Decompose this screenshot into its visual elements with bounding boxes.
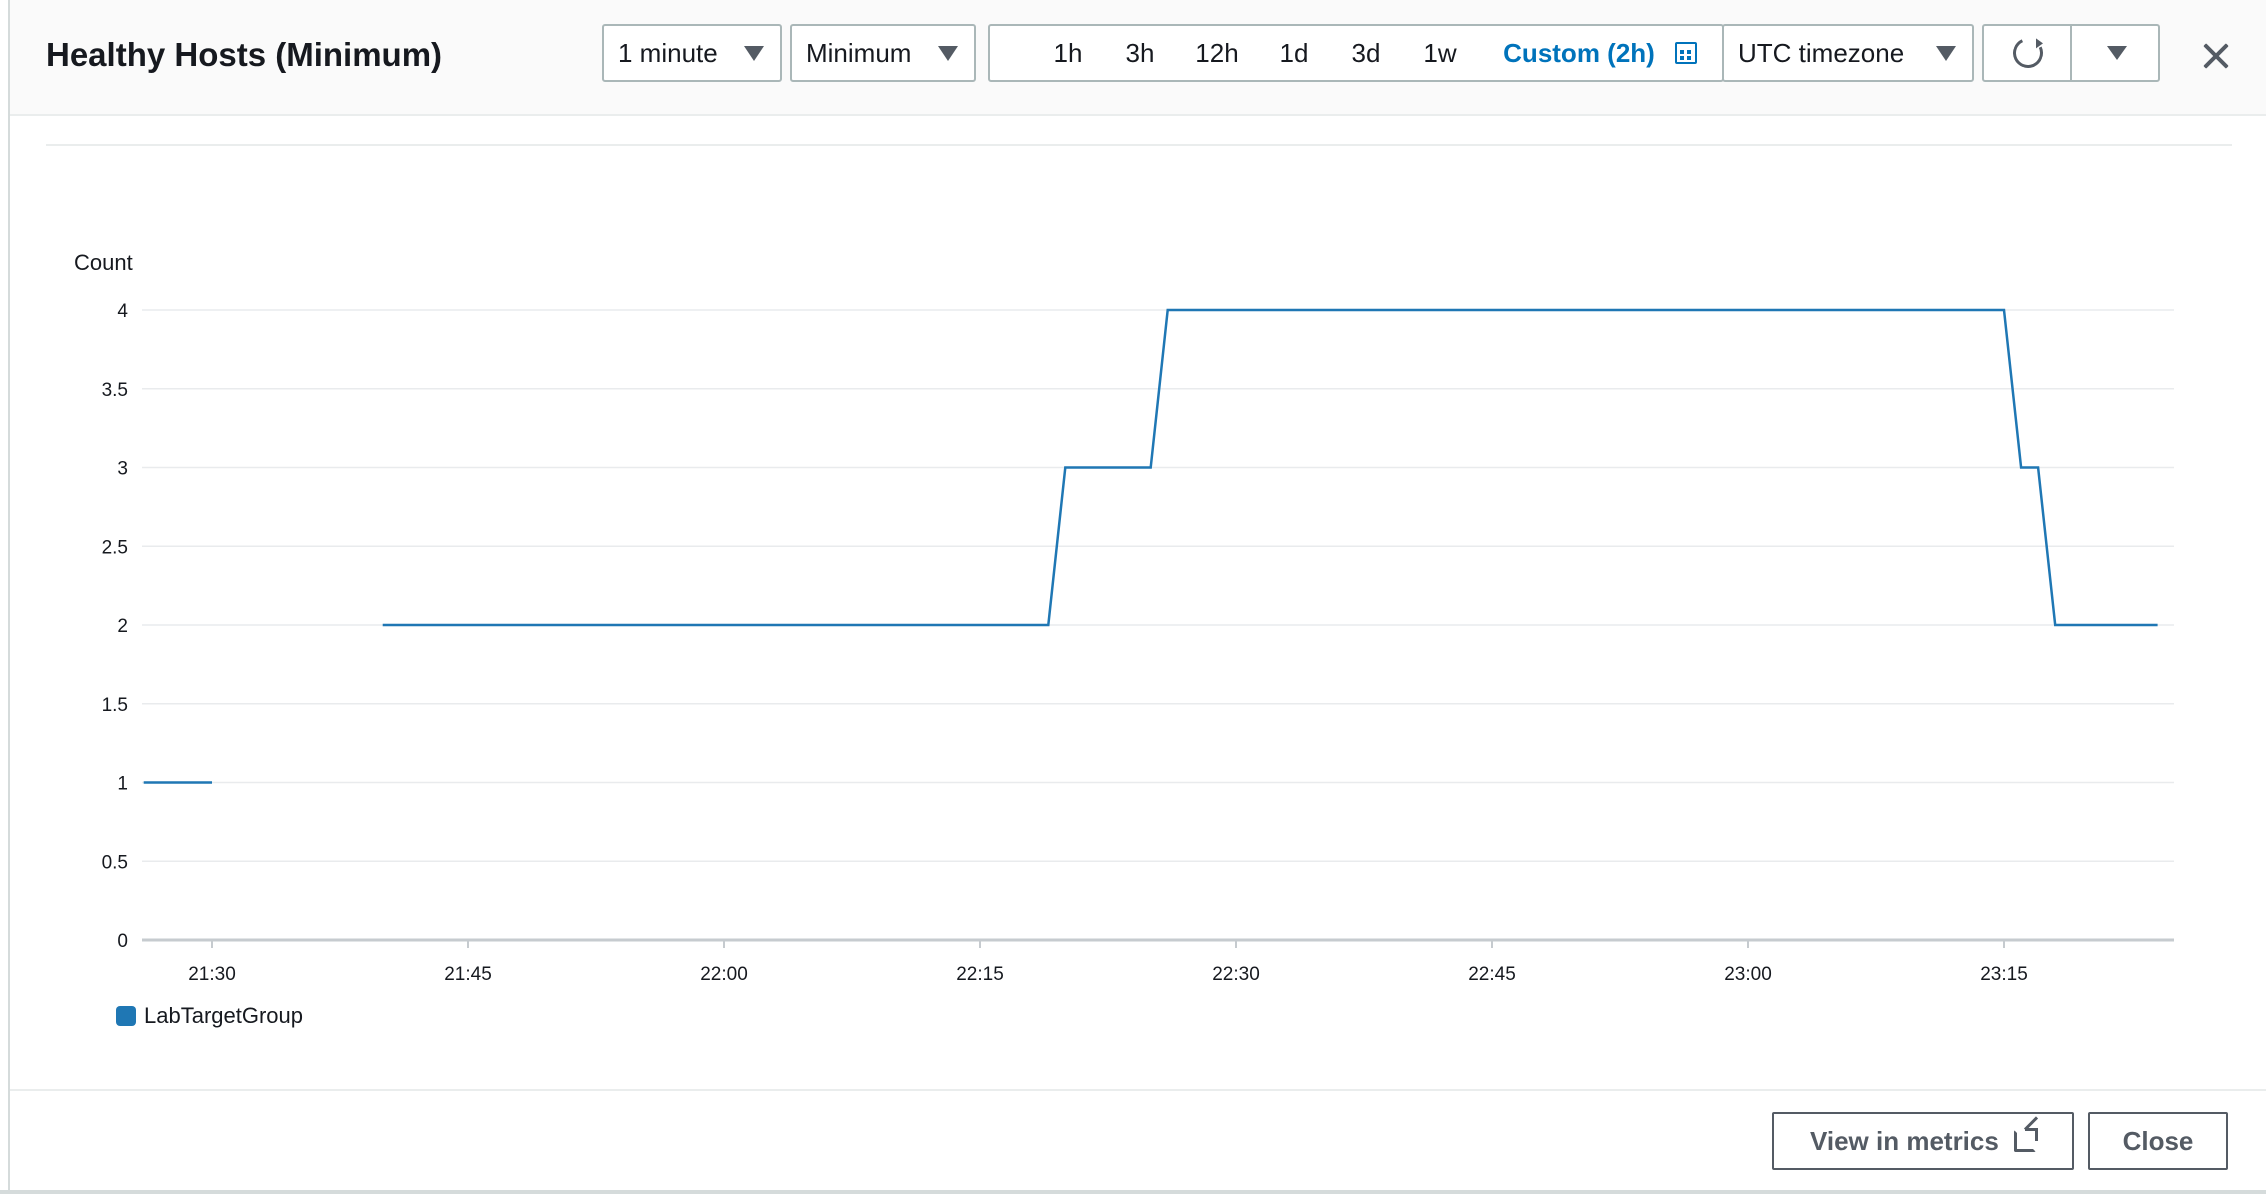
period-select-value: 1 minute — [618, 38, 718, 68]
chart-series — [143, 308, 2158, 784]
caret-down-icon — [2107, 46, 2127, 60]
x-tick-label: 22:30 — [1212, 964, 1260, 985]
range-3d[interactable]: 3d — [1351, 38, 1381, 68]
range-1h[interactable]: 1h — [1053, 38, 1083, 68]
external-link-icon — [2014, 1128, 2038, 1152]
x-tick-label: 23:15 — [1980, 964, 2028, 985]
statistic-select[interactable]: Minimum — [790, 24, 976, 82]
y-tick-label: 3 — [117, 459, 128, 480]
range-1w[interactable]: 1w — [1423, 38, 1457, 68]
y-tick-label: 0 — [117, 931, 128, 952]
y-tick-label: 0.5 — [102, 852, 128, 873]
y-tick-label: 3.5 — [102, 380, 128, 401]
page-title: Healthy Hosts (Minimum) — [46, 36, 443, 73]
y-axis: 0 0.5 1 1.5 2 2.5 3 3.5 4 — [102, 301, 129, 952]
legend-swatch — [116, 1006, 136, 1026]
range-1d[interactable]: 1d — [1279, 38, 1309, 68]
refresh-options-button[interactable] — [2070, 24, 2160, 82]
caret-down-icon — [1936, 46, 1956, 61]
metric-modal: Healthy Hosts (Minimum) 1 minute Minimum… — [8, 0, 2266, 1194]
window-bottom-edge — [0, 1190, 2266, 1194]
range-3h[interactable]: 3h — [1125, 38, 1155, 68]
calendar-icon[interactable] — [1675, 42, 1697, 64]
timezone-select-value: UTC timezone — [1738, 38, 1905, 68]
chart-legend[interactable]: LabTargetGroup — [116, 1003, 303, 1029]
footer-divider — [10, 1089, 2266, 1091]
y-tick-label: 1.5 — [102, 695, 128, 716]
x-tick-label: 21:45 — [444, 964, 492, 985]
close-button[interactable]: Close — [2088, 1112, 2228, 1170]
period-select[interactable]: 1 minute — [602, 24, 782, 82]
modal-header: Healthy Hosts (Minimum) 1 minute Minimum… — [10, 0, 2266, 116]
y-tick-label: 2.5 — [102, 537, 128, 558]
range-custom[interactable]: Custom (2h) — [1503, 38, 1655, 68]
caret-down-icon — [938, 46, 958, 61]
legend-label: LabTargetGroup — [144, 1003, 303, 1028]
view-in-metrics-button[interactable]: View in metrics — [1772, 1112, 2074, 1170]
line-chart: 0 0.5 1 1.5 2 2.5 3 3.5 4 21:30 21:45 22:00 22:15 22… — [74, 250, 2174, 985]
timezone-select[interactable]: UTC timezone — [1722, 24, 1974, 82]
close-button-label: Close — [2122, 1126, 2194, 1156]
refresh-button[interactable] — [1982, 24, 2072, 82]
x-tick-label: 21:30 — [188, 964, 236, 985]
x-tick-label: 23:00 — [1724, 964, 1772, 985]
time-range-selector: 1h 3h 12h 1d 3d 1w Custom (2h) — [988, 24, 1724, 82]
y-tick-label: 1 — [117, 774, 128, 795]
y-tick-label: 4 — [117, 301, 128, 322]
view-in-metrics-label: View in metrics — [1810, 1126, 1999, 1156]
x-tick-label: 22:45 — [1468, 964, 1516, 985]
series-line[interactable] — [382, 308, 2158, 627]
y-tick-label: 2 — [117, 616, 128, 637]
y-axis-label: Count — [74, 250, 133, 275]
divider — [46, 144, 2232, 146]
range-12h[interactable]: 12h — [1195, 38, 1239, 68]
caret-down-icon — [744, 46, 764, 61]
x-axis: 21:30 21:45 22:00 22:15 22:30 22:45 23:00 23:15 — [188, 940, 2028, 985]
x-tick-label: 22:15 — [956, 964, 1004, 985]
statistic-select-value: Minimum — [806, 38, 912, 68]
x-tick-label: 22:00 — [700, 964, 748, 985]
